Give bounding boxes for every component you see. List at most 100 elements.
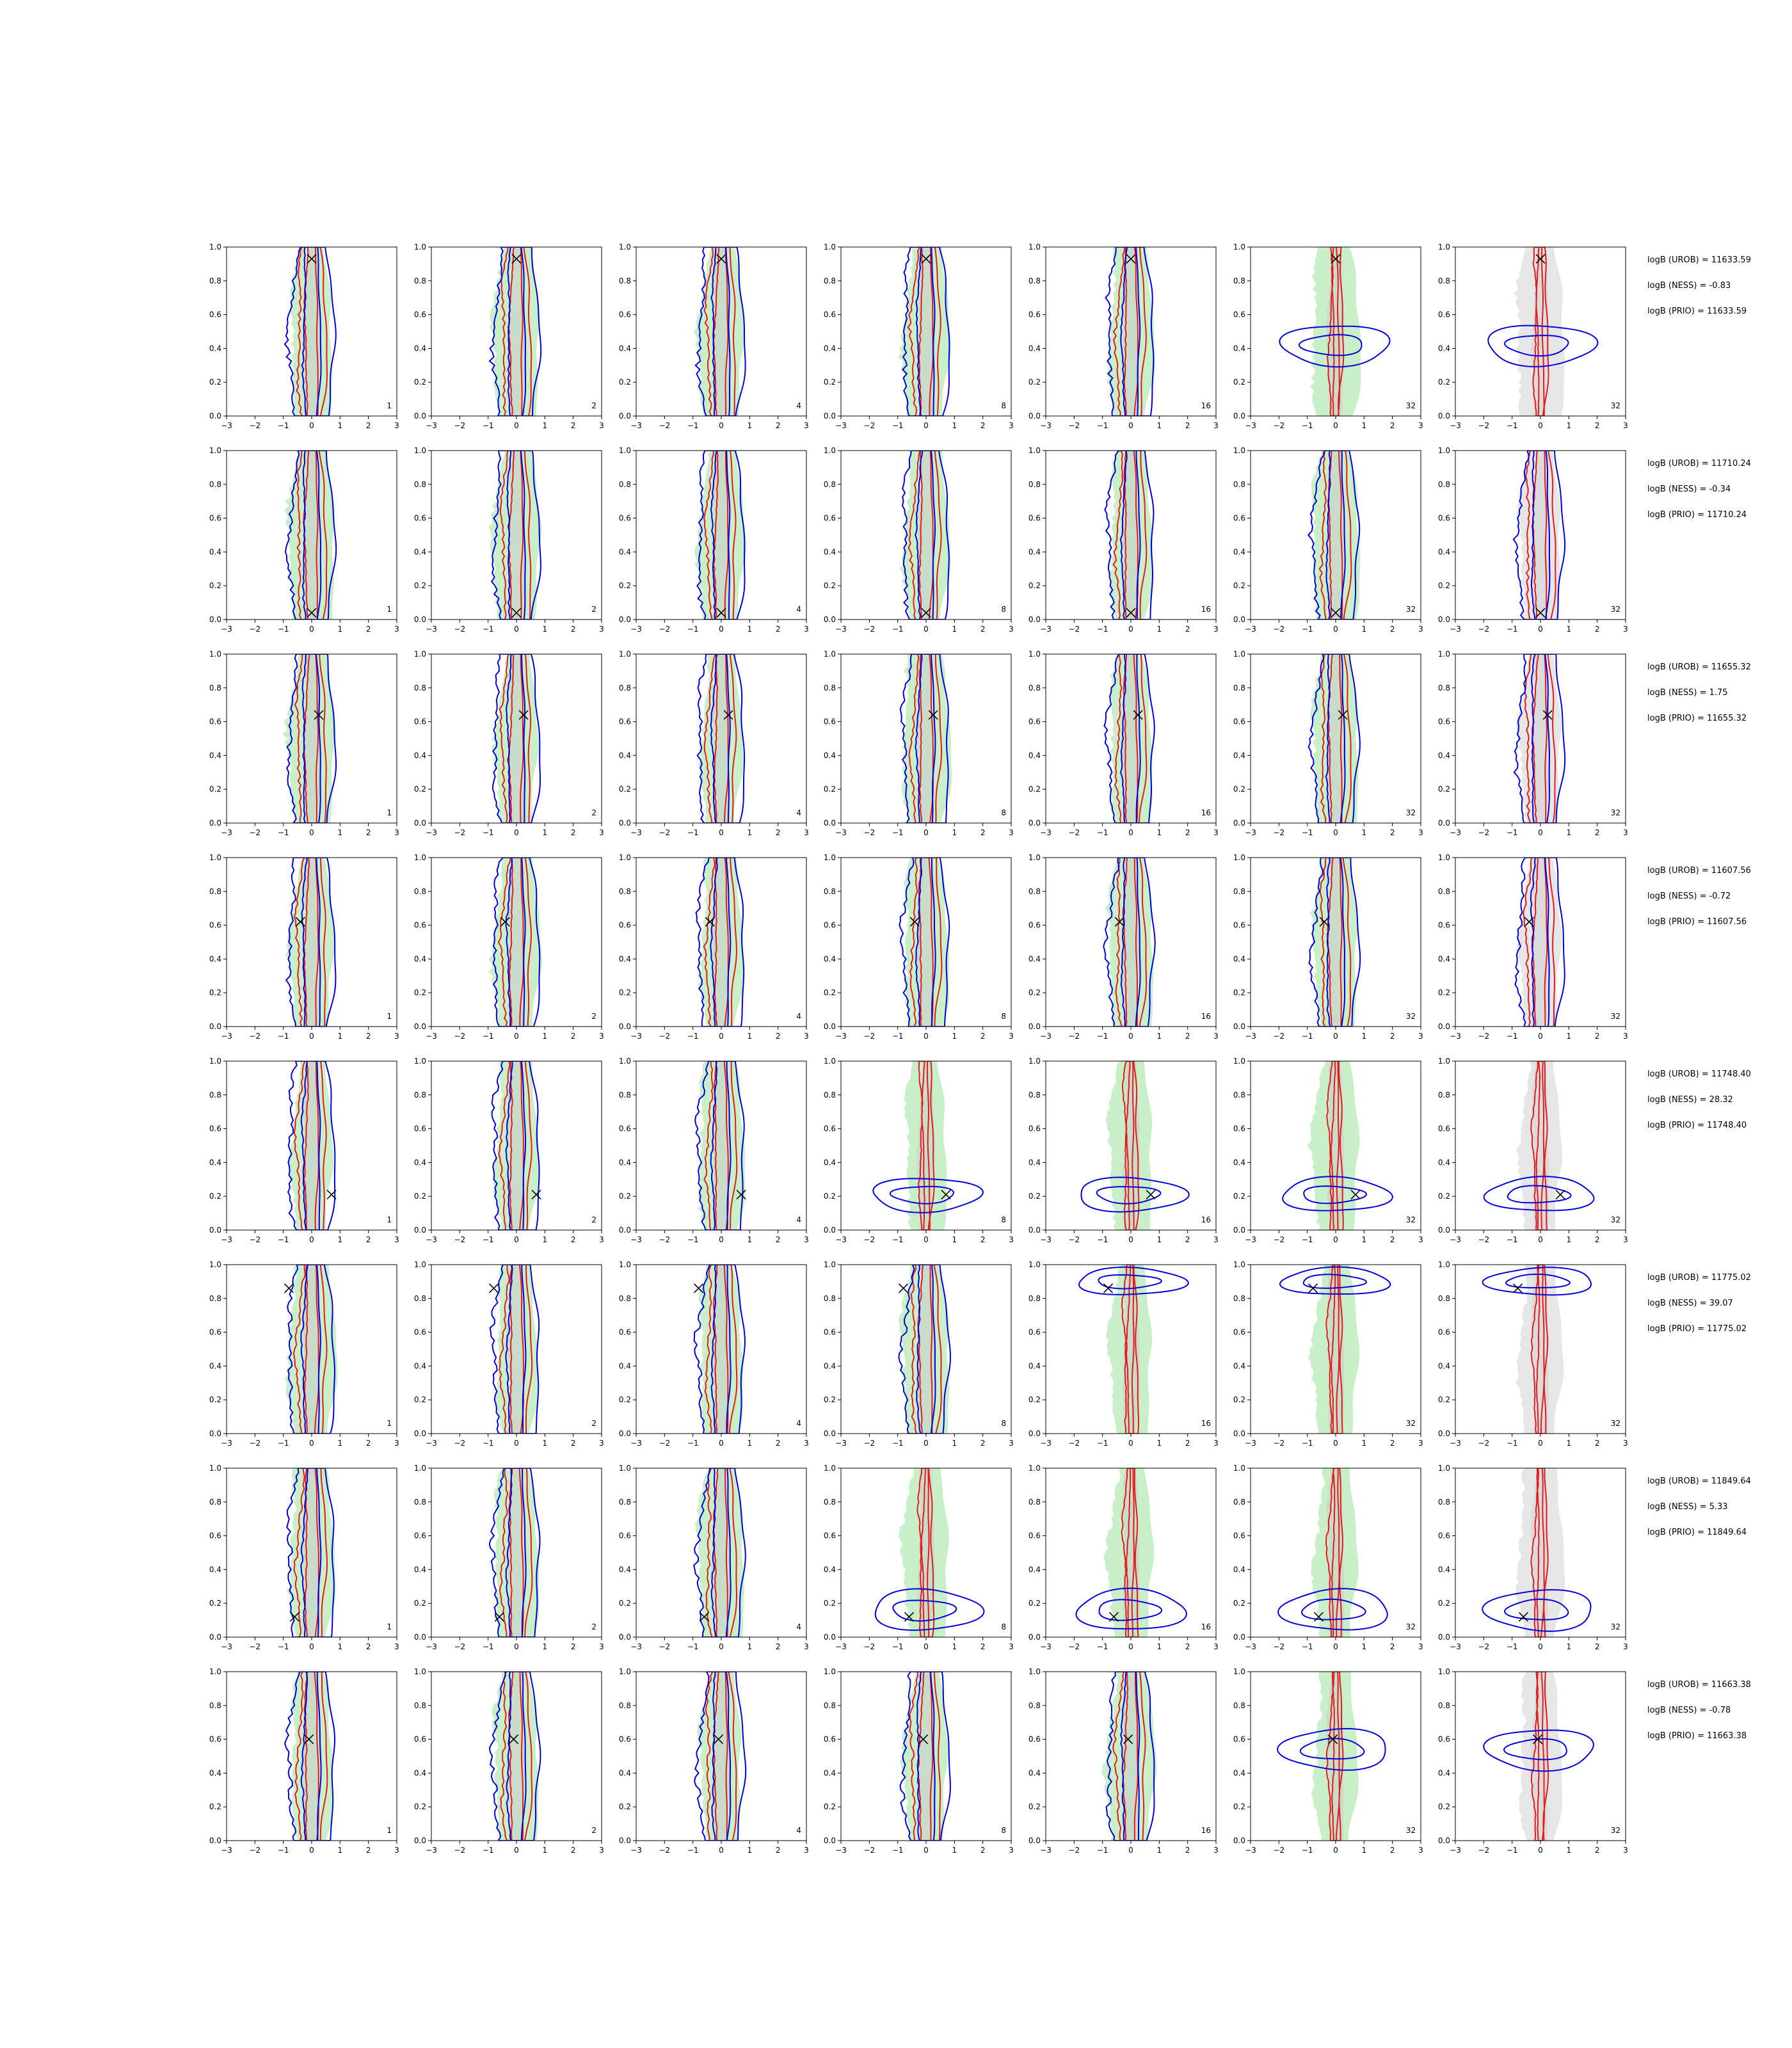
panel-plot-area xyxy=(1487,247,1599,416)
estimate-contour-inner xyxy=(1098,1274,1162,1290)
x-tick-label: −1 xyxy=(1302,1439,1313,1448)
y-tick-label: 0.4 xyxy=(824,1768,836,1777)
y-tick-label: 0.8 xyxy=(1233,684,1245,692)
x-tick-label: 1 xyxy=(1567,1032,1572,1041)
estimate-contour-outer xyxy=(696,654,746,823)
x-tick-label: 3 xyxy=(804,1032,809,1041)
x-tick-label: −3 xyxy=(221,1235,232,1244)
x-tick-label: −1 xyxy=(483,828,494,837)
y-tick-label: 0.8 xyxy=(209,480,221,489)
x-tick-label: 0 xyxy=(1538,625,1543,634)
x-tick-label: −2 xyxy=(1068,1032,1080,1041)
panel-r6-c4: −3 −2 −1 0 1 2 3 0.0 0.2 0.4 0.6 0.8 1.0 8 xyxy=(824,1260,1014,1448)
posterior-contour-outer xyxy=(705,1672,737,1841)
y-tick-label: 0.6 xyxy=(619,514,631,523)
estimate-contour-outer xyxy=(695,858,745,1027)
x-tick-label: 3 xyxy=(1213,1235,1219,1244)
x-tick-label: −2 xyxy=(1478,1642,1489,1651)
y-tick-label: 1.0 xyxy=(619,1057,631,1066)
x-tick-label: 0 xyxy=(1128,1235,1133,1244)
estimate-contour-inner xyxy=(1504,335,1569,357)
x-tick-label: −1 xyxy=(483,1235,494,1244)
panel-iteration-label: 8 xyxy=(1001,605,1006,614)
y-tick-label: 0.6 xyxy=(1028,1532,1041,1540)
y-tick-label: 0.0 xyxy=(1233,1429,1245,1438)
x-tick-label: −2 xyxy=(863,828,875,837)
panel-plot-area xyxy=(1101,1672,1157,1841)
y-tick-label: 0.8 xyxy=(209,1091,221,1100)
y-tick-label: 0.4 xyxy=(414,954,426,963)
estimate-contour-outer xyxy=(284,247,337,416)
y-tick-label: 0.0 xyxy=(414,1429,426,1438)
posterior-contour-inner xyxy=(1122,1672,1139,1841)
truth-marker xyxy=(1308,1283,1318,1293)
panel-iteration-label: 32 xyxy=(1611,1826,1620,1835)
y-tick-label: 0.8 xyxy=(414,276,426,285)
panel-plot-area xyxy=(1483,1672,1594,1841)
panel-iteration-label: 16 xyxy=(1201,1826,1211,1835)
truth-marker xyxy=(716,253,726,264)
truth-marker xyxy=(307,253,317,264)
x-tick-label: −2 xyxy=(1068,1235,1080,1244)
panel-plot-area xyxy=(488,247,542,416)
y-tick-label: 0.4 xyxy=(824,1158,836,1167)
posterior-contour-inner xyxy=(712,451,729,620)
estimate-contour-inner xyxy=(507,247,526,416)
x-tick-label: −3 xyxy=(1245,421,1256,430)
panel-iteration-label: 32 xyxy=(1611,1012,1620,1021)
x-tick-label: −3 xyxy=(426,828,437,837)
x-tick-label: −1 xyxy=(1097,828,1108,837)
x-tick-label: 2 xyxy=(1390,421,1395,430)
estimate-contour-inner xyxy=(1530,858,1550,1027)
x-tick-label: 0 xyxy=(1128,625,1133,634)
posterior-contour-outer xyxy=(1112,1672,1146,1841)
x-tick-label: 3 xyxy=(1623,1642,1628,1651)
x-tick-label: 0 xyxy=(719,828,724,837)
proposal-density-inner xyxy=(712,654,730,823)
posterior-contour-outer xyxy=(293,1468,328,1637)
panel-iteration-label: 2 xyxy=(591,1622,596,1631)
x-tick-label: −2 xyxy=(659,1032,670,1041)
panel-r1-c5: −3 −2 −1 0 1 2 3 0.0 0.2 0.4 0.6 0.8 1.0 16 xyxy=(1028,243,1219,430)
y-tick-label: 0.6 xyxy=(1028,1735,1041,1744)
estimate-contour-outer xyxy=(1105,247,1155,416)
x-tick-label: 1 xyxy=(1157,1235,1162,1244)
y-tick-label: 0.0 xyxy=(1438,1226,1450,1235)
x-tick-label: −1 xyxy=(483,1032,494,1041)
estimate-contour-inner xyxy=(915,654,936,823)
x-tick-label: 3 xyxy=(1213,1642,1219,1651)
x-tick-label: −1 xyxy=(1097,1032,1108,1041)
x-tick-label: 2 xyxy=(776,421,781,430)
estimate-contour-inner xyxy=(1120,858,1141,1027)
y-tick-label: 0.6 xyxy=(414,1328,426,1337)
x-tick-label: −2 xyxy=(1273,625,1284,634)
y-tick-label: 1.0 xyxy=(824,1260,836,1269)
posterior-contour-outer xyxy=(910,1265,942,1434)
x-tick-label: 0 xyxy=(309,421,314,430)
y-tick-label: 0.8 xyxy=(824,1498,836,1507)
logb-annotation: logB (NESS) = 28.32 xyxy=(1647,1095,1733,1105)
y-tick-label: 0.2 xyxy=(1028,1192,1041,1201)
y-tick-label: 0.2 xyxy=(1028,988,1041,997)
estimate-contour-outer xyxy=(1075,1587,1187,1630)
x-tick-label: −2 xyxy=(1478,625,1489,634)
panel-iteration-label: 4 xyxy=(796,401,801,410)
y-tick-label: 0.4 xyxy=(1028,954,1041,963)
estimate-contour-inner xyxy=(915,451,936,620)
truth-marker xyxy=(295,916,305,927)
x-tick-label: −1 xyxy=(687,1846,699,1855)
proposal-density-inner xyxy=(1327,1265,1345,1434)
y-tick-label: 0.2 xyxy=(414,1395,426,1404)
y-tick-label: 0.6 xyxy=(209,1532,221,1540)
estimate-contour-inner xyxy=(710,247,731,416)
estimate-contour-inner xyxy=(892,1599,957,1622)
x-tick-label: −3 xyxy=(1245,1846,1256,1855)
y-tick-label: 0.4 xyxy=(209,1158,221,1167)
x-tick-label: 1 xyxy=(543,1846,548,1855)
y-tick-label: 1.0 xyxy=(1028,243,1041,252)
estimate-contour-outer xyxy=(1103,858,1156,1027)
panel-iteration-label: 1 xyxy=(387,401,392,410)
x-tick-label: 2 xyxy=(1390,828,1395,837)
y-tick-label: 1.0 xyxy=(209,650,221,659)
